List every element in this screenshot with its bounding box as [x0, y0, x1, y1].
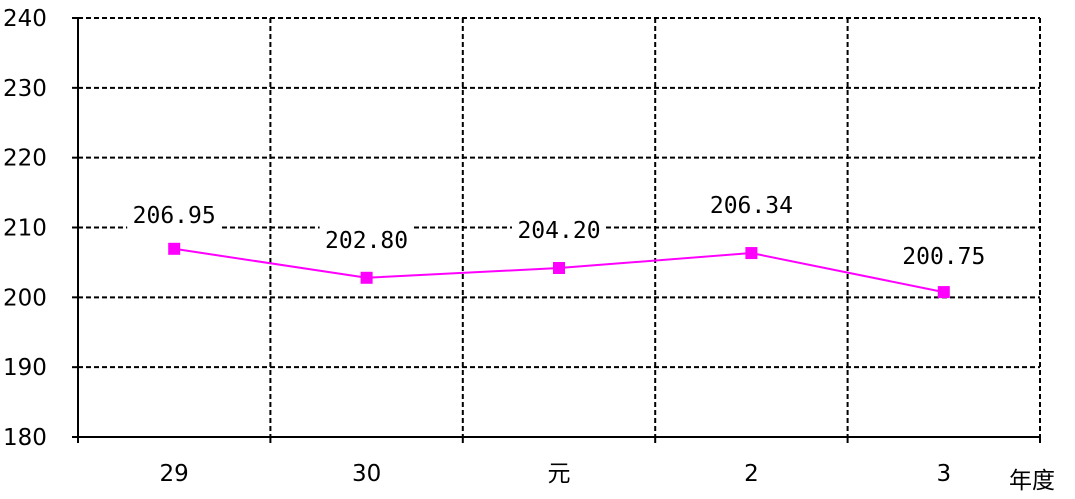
x-tick-label: 29	[160, 461, 189, 487]
data-label-background	[704, 189, 799, 222]
data-label: 200.75	[902, 244, 985, 270]
data-label-background	[319, 223, 414, 256]
y-tick-label: 230	[3, 76, 47, 102]
data-point-marker	[937, 286, 950, 299]
y-tick-label: 180	[3, 425, 47, 451]
chart-labels: 180 190 200 210 220 230 240 29 30 元 2 3 206.95 202.80…	[3, 6, 991, 487]
y-tick-label: 200	[3, 285, 47, 311]
data-label-background	[896, 240, 991, 273]
data-point-marker	[360, 271, 373, 284]
x-tick-label: 3	[936, 461, 951, 487]
data-label: 204.20	[517, 218, 600, 244]
x-axis-unit-label: 年度	[1009, 468, 1055, 494]
data-point-marker	[168, 242, 181, 255]
chart-gridlines	[78, 17, 1041, 437]
y-tick-label: 240	[3, 6, 47, 32]
x-tick-label: 30	[352, 461, 381, 487]
data-label: 206.95	[133, 203, 216, 229]
x-tick-label: 2	[744, 461, 759, 487]
data-label-background	[127, 198, 222, 231]
chart-axes	[72, 17, 1041, 443]
data-label: 206.34	[710, 193, 793, 219]
y-tick-label: 190	[3, 355, 47, 381]
y-tick-label: 220	[3, 146, 47, 172]
data-point-marker	[745, 247, 758, 260]
data-point-marker	[553, 262, 565, 275]
y-tick-label: 210	[3, 216, 47, 242]
chart-series	[168, 242, 950, 299]
data-label: 202.80	[325, 228, 408, 254]
x-tick-label: 元	[548, 461, 571, 487]
data-label-background	[512, 214, 606, 247]
